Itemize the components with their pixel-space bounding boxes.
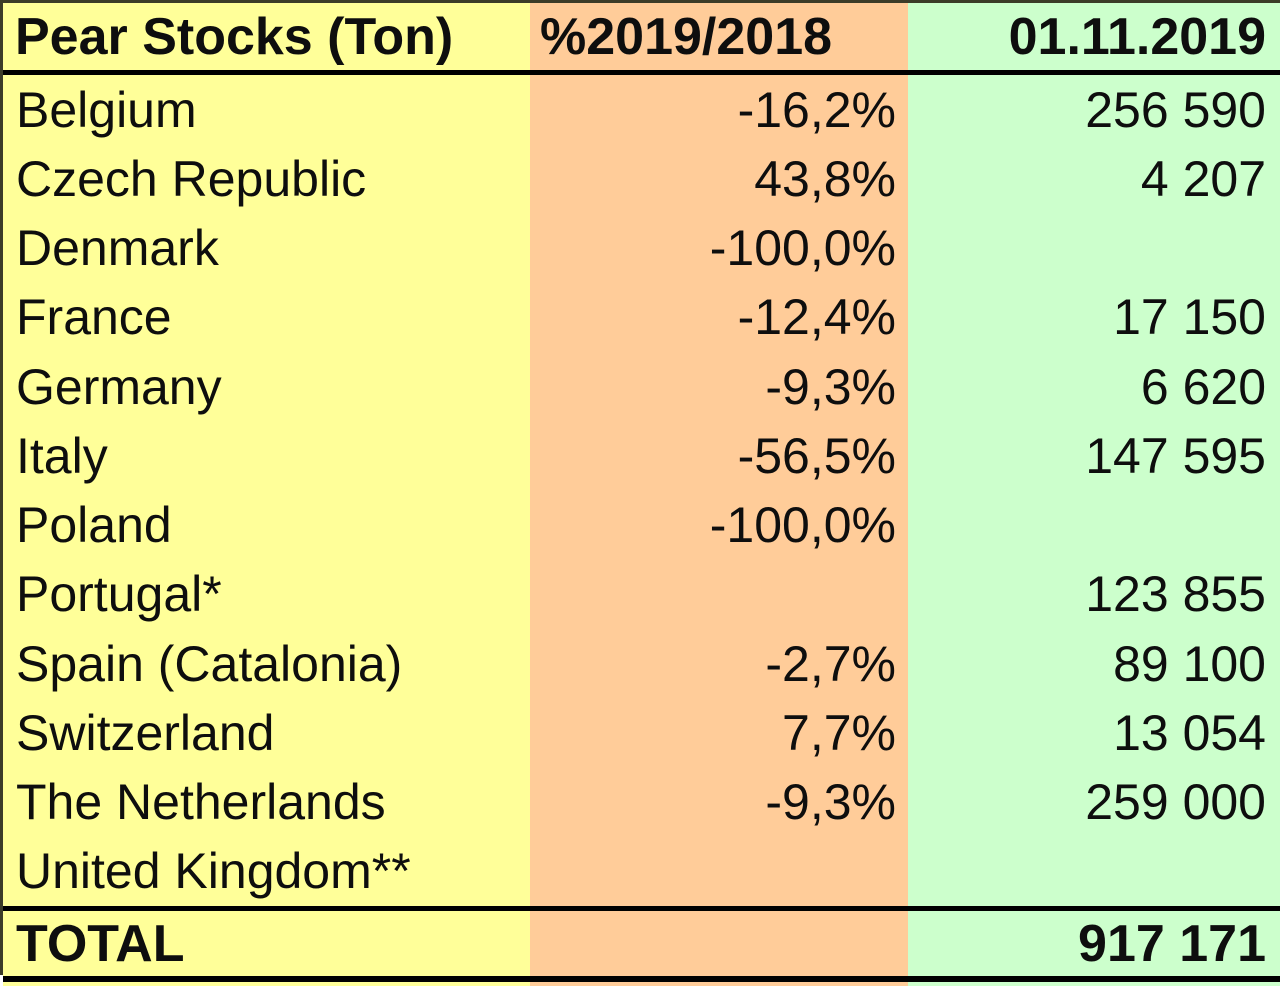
- bottom-strip: [3, 982, 1280, 986]
- header-date-column: 01.11.2019: [908, 3, 1280, 70]
- total-value-cell: 917 171: [908, 911, 1280, 976]
- value-cell: 259 000: [908, 767, 1280, 837]
- country-cell: The Netherlands: [3, 767, 530, 837]
- pct-cell: -100,0%: [530, 213, 908, 283]
- pct-cell: -16,2%: [530, 75, 908, 145]
- table-row-belgium: Belgium -16,2% 256 590: [3, 75, 1280, 145]
- table-row-denmark: Denmark -100,0%: [3, 213, 1280, 283]
- header-title: Pear Stocks (Ton): [3, 3, 530, 70]
- country-cell: Portugal*: [3, 559, 530, 629]
- pct-cell: [530, 559, 908, 629]
- value-cell: 123 855: [908, 559, 1280, 629]
- pct-cell: -12,4%: [530, 282, 908, 352]
- value-cell: 13 054: [908, 698, 1280, 768]
- table-row-portugal: Portugal* 123 855: [3, 559, 1280, 629]
- value-cell: 89 100: [908, 629, 1280, 699]
- country-cell: Denmark: [3, 213, 530, 283]
- pct-cell: -100,0%: [530, 490, 908, 560]
- pct-cell: 43,8%: [530, 144, 908, 214]
- value-cell: [908, 836, 1280, 906]
- value-cell: 256 590: [908, 75, 1280, 145]
- value-cell: [908, 213, 1280, 283]
- table-row-netherlands: The Netherlands -9,3% 259 000: [3, 767, 1280, 837]
- bottom-strip-orange: [530, 982, 908, 986]
- total-row: TOTAL 917 171: [3, 906, 1280, 982]
- pct-cell: -9,3%: [530, 767, 908, 837]
- pct-cell: -2,7%: [530, 629, 908, 699]
- table-row-france: France -12,4% 17 150: [3, 282, 1280, 352]
- bottom-strip-green: [908, 982, 1280, 986]
- total-pct-cell: [530, 911, 908, 976]
- value-cell: 17 150: [908, 282, 1280, 352]
- value-cell: 4 207: [908, 144, 1280, 214]
- pct-cell: 7,7%: [530, 698, 908, 768]
- total-label: TOTAL: [3, 911, 530, 976]
- table-row-spain-catalonia: Spain (Catalonia) -2,7% 89 100: [3, 629, 1280, 699]
- country-cell: Poland: [3, 490, 530, 560]
- country-cell: France: [3, 282, 530, 352]
- value-cell: 6 620: [908, 352, 1280, 422]
- pct-cell: -56,5%: [530, 421, 908, 491]
- country-cell: Czech Republic: [3, 144, 530, 214]
- pct-cell: -9,3%: [530, 352, 908, 422]
- country-cell: United Kingdom**: [3, 836, 530, 906]
- value-cell: 147 595: [908, 421, 1280, 491]
- country-cell: Germany: [3, 352, 530, 422]
- value-cell: [908, 490, 1280, 560]
- table-row-poland: Poland -100,0%: [3, 490, 1280, 560]
- bottom-strip-yellow: [3, 982, 530, 986]
- country-cell: Belgium: [3, 75, 530, 145]
- country-cell: Switzerland: [3, 698, 530, 768]
- table-row-united-kingdom: United Kingdom**: [3, 836, 1280, 906]
- pct-cell: [530, 836, 908, 906]
- table-row-italy: Italy -56,5% 147 595: [3, 421, 1280, 491]
- header-percent-column: %2019/2018: [530, 3, 908, 70]
- header-row: Pear Stocks (Ton) %2019/2018 01.11.2019: [3, 3, 1280, 75]
- table-row-germany: Germany -9,3% 6 620: [3, 352, 1280, 422]
- table-row-switzerland: Switzerland 7,7% 13 054: [3, 698, 1280, 768]
- country-cell: Italy: [3, 421, 530, 491]
- table-row-czech-republic: Czech Republic 43,8% 4 207: [3, 144, 1280, 214]
- country-cell: Spain (Catalonia): [3, 629, 530, 699]
